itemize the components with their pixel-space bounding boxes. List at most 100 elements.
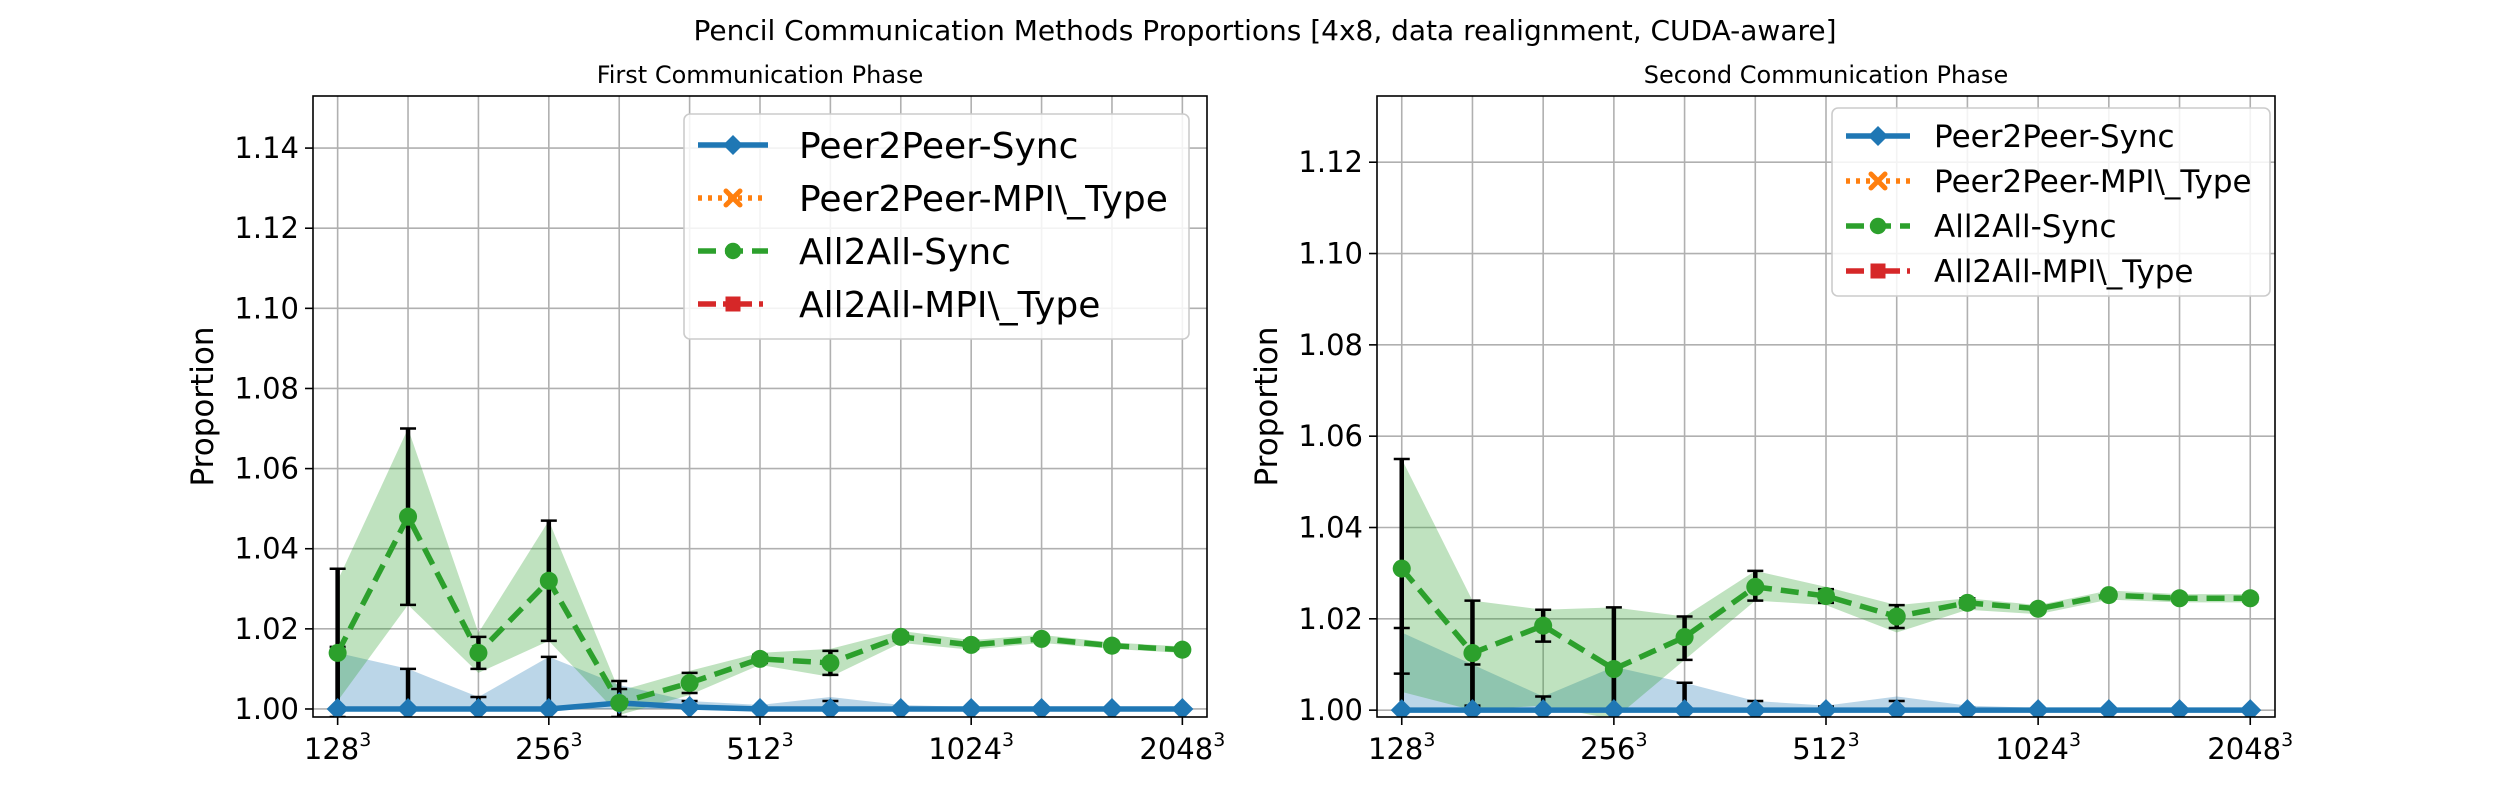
legend-label-peer2peer-mpi-type: Peer2Peer-MPI\_Type xyxy=(1934,164,2252,200)
data-point-all2all-sync xyxy=(1746,577,1765,596)
y-tick-label: 1.00 xyxy=(234,692,299,726)
data-point-all2all-sync xyxy=(539,571,558,590)
legend-marker-all2all-sync xyxy=(1869,217,1887,235)
y-tick-label: 1.10 xyxy=(1298,237,1363,271)
data-point-all2all-sync xyxy=(1032,629,1051,648)
x-tick-base: 2048 xyxy=(1139,732,1213,766)
data-point-all2all-sync xyxy=(2170,589,2189,608)
data-point-all2all-sync xyxy=(680,673,699,692)
x-tick-exponent: 3 xyxy=(1423,729,1435,751)
y-axis-label: Proportion xyxy=(185,327,221,487)
data-point-all2all-sync xyxy=(1816,586,1836,606)
data-point-peer2peer-sync xyxy=(2027,699,2050,717)
data-point-all2all-sync xyxy=(1463,644,1482,663)
data-point-all2all-sync xyxy=(399,507,418,526)
data-point-peer2peer-sync xyxy=(960,697,983,717)
data-point-all2all-sync xyxy=(821,653,840,672)
legend-marker-peer2peer-sync xyxy=(723,135,743,155)
figure-suptitle: Pencil Communication Methods Proportions… xyxy=(693,14,1836,47)
legend-marker-peer2peer-mpi-type xyxy=(723,188,743,208)
data-point-all2all-sync xyxy=(1887,607,1906,626)
data-point-all2all-sync xyxy=(1534,616,1553,635)
legend-label-peer2peer-sync: Peer2Peer-Sync xyxy=(1934,119,2175,155)
x-tick-exponent: 3 xyxy=(1002,729,1014,751)
data-point-peer2peer-sync xyxy=(2168,699,2191,717)
data-point-all2all-sync xyxy=(1102,636,1121,655)
x-tick-exponent: 3 xyxy=(359,729,371,751)
legend-marker-peer2peer-sync xyxy=(1868,126,1888,146)
legend-marker-peer2peer-mpi-type xyxy=(1868,171,1888,191)
x-tick-base: 512 xyxy=(726,732,781,766)
x-tick-base: 1024 xyxy=(928,732,1002,766)
y-tick-label: 1.04 xyxy=(1298,511,1363,545)
data-point-all2all-sync xyxy=(328,643,347,662)
legend-box xyxy=(1831,107,2271,297)
x-tick-exponent: 3 xyxy=(2069,729,2081,751)
legend-marker-all2all-mpi-type xyxy=(1870,263,1886,279)
data-point-all2all-sync xyxy=(750,649,770,668)
x-tick-base: 2048 xyxy=(2207,732,2281,766)
data-point-all2all-sync xyxy=(1392,559,1411,578)
x-tick-exponent: 3 xyxy=(1848,729,1860,751)
y-tick-label: 1.08 xyxy=(1298,328,1363,362)
data-point-all2all-sync xyxy=(1173,640,1192,659)
data-point-peer2peer-sync xyxy=(1461,699,1484,717)
data-point-all2all-sync xyxy=(891,627,910,646)
x-tick-base: 256 xyxy=(1580,732,1635,766)
y-tick-label: 1.12 xyxy=(1298,145,1363,179)
x-tick-exponent: 3 xyxy=(782,729,794,751)
data-point-peer2peer-sync xyxy=(2097,699,2120,717)
legend-label-all2all-sync: All2All-Sync xyxy=(1934,209,2117,245)
x-tick-label: 5123 xyxy=(1792,729,1859,766)
legend-label-all2all-mpi-type: All2All-MPI\_Type xyxy=(1934,254,2194,290)
data-point-peer2peer-sync xyxy=(397,697,420,717)
data-point-all2all-sync xyxy=(962,635,981,654)
data-point-peer2peer-sync xyxy=(1885,699,1908,717)
y-tick-label: 1.10 xyxy=(234,291,299,325)
x-tick-label: 1283 xyxy=(1368,729,1435,766)
y-tick-label: 1.02 xyxy=(234,612,299,646)
x-tick-exponent: 3 xyxy=(2281,729,2293,751)
y-tick-label: 1.06 xyxy=(1298,419,1363,453)
x-tick-base: 1024 xyxy=(1995,732,2069,766)
x-tick-label: 2563 xyxy=(1580,729,1647,766)
data-point-peer2peer-sync xyxy=(1744,699,1767,717)
data-point-peer2peer-sync xyxy=(1390,699,1413,717)
data-point-all2all-sync xyxy=(469,643,488,662)
panel-title: Second Communication Phase xyxy=(1644,61,2008,89)
plot-content xyxy=(1390,457,2262,717)
legend-label-peer2peer-sync: Peer2Peer-Sync xyxy=(799,126,1078,167)
data-point-peer2peer-sync xyxy=(1602,699,1625,717)
data-point-all2all-sync xyxy=(1958,593,1977,612)
legend-label-all2all-mpi-type: All2All-MPI\_Type xyxy=(799,285,1100,326)
x-tick-base: 256 xyxy=(515,732,570,766)
data-point-peer2peer-sync xyxy=(1171,697,1194,717)
data-point-peer2peer-sync xyxy=(1532,699,1555,717)
data-point-peer2peer-sync xyxy=(467,697,490,717)
data-point-peer2peer-sync xyxy=(1673,699,1696,717)
x-tick-base: 128 xyxy=(304,732,359,766)
data-point-peer2peer-sync xyxy=(537,697,560,717)
data-point-all2all-sync xyxy=(2029,599,2048,618)
x-tick-label: 1283 xyxy=(304,729,371,766)
data-point-all2all-sync xyxy=(1604,660,1623,679)
legend-marker-all2all-sync xyxy=(724,242,742,260)
data-point-peer2peer-sync xyxy=(1956,699,1979,717)
legend: Peer2Peer-Sync Peer2Peer-MPI\_Type All2All… xyxy=(1831,107,2271,297)
legend-marker-all2all-mpi-type xyxy=(725,296,741,312)
x-tick-base: 512 xyxy=(1792,732,1847,766)
plot-content xyxy=(326,427,1194,717)
x-tick-label: 10243 xyxy=(928,729,1014,766)
y-axis-label: Proportion xyxy=(1249,327,1285,487)
y-tick-label: 1.00 xyxy=(1298,693,1363,727)
panel-title: First Communication Phase xyxy=(597,61,924,89)
data-point-peer2peer-sync xyxy=(1100,697,1123,717)
x-tick-exponent: 3 xyxy=(1213,729,1225,751)
x-tick-base: 128 xyxy=(1368,732,1423,766)
y-tick-label: 1.12 xyxy=(234,211,299,245)
x-tick-label: 20483 xyxy=(1139,729,1225,766)
data-point-all2all-sync xyxy=(2099,586,2118,605)
